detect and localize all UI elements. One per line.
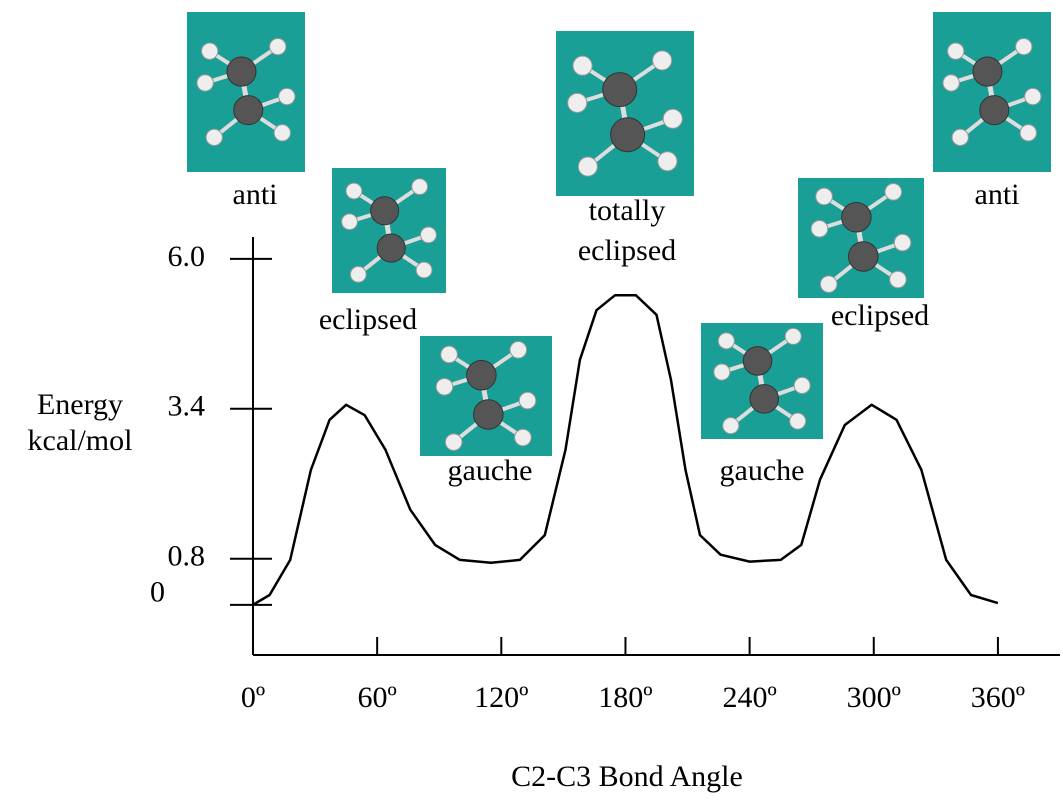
carbon-atom: [848, 241, 879, 272]
hydrogen-atom: [884, 183, 903, 201]
hydrogen-atom: [819, 275, 838, 293]
carbon-atom: [979, 95, 1010, 126]
hydrogen-atom: [793, 376, 811, 394]
annotation: eclipsed: [578, 234, 676, 267]
x-tick-label: 0º: [241, 681, 265, 714]
hydrogen-atom: [1019, 124, 1037, 142]
carbon-atom: [972, 56, 1003, 87]
y-tick-label: 0.8: [168, 540, 206, 573]
annotation: anti: [233, 178, 278, 211]
carbon-atom: [370, 196, 400, 226]
hydrogen-atom: [349, 265, 367, 283]
x-tick-label: 60º: [357, 681, 396, 714]
hydrogen-atom: [278, 87, 296, 106]
hydrogen-atom: [273, 124, 291, 142]
y-axis-label: Energy: [37, 388, 123, 421]
carbon-atom: [473, 399, 504, 430]
hydrogen-atom: [341, 213, 358, 231]
hydrogen-atom: [444, 433, 463, 451]
hydrogen-atom: [1015, 37, 1033, 56]
annotation: gauche: [720, 454, 805, 487]
hydrogen-atom: [435, 377, 454, 396]
hydrogen-atom: [567, 92, 588, 113]
hydrogen-atom: [947, 42, 965, 60]
carbon-atom: [610, 117, 646, 153]
y-tick-label: 0: [150, 576, 165, 609]
hydrogen-atom: [518, 391, 537, 410]
hydrogen-atom: [942, 74, 960, 92]
carbon-atom: [233, 95, 264, 126]
hydrogen-atom: [1024, 87, 1042, 106]
x-tick-label: 180º: [598, 681, 652, 714]
hydrogen-atom: [509, 341, 528, 359]
annotation: anti: [975, 178, 1020, 211]
carbon-atom: [466, 359, 497, 391]
hydrogen-atom: [815, 187, 833, 206]
x-tick-label: 360º: [971, 681, 1025, 714]
molecule-image: [701, 323, 823, 439]
hydrogen-atom: [269, 37, 287, 56]
molecule-image: [187, 12, 305, 172]
hydrogen-atom: [514, 428, 532, 447]
hydrogen-atom: [784, 327, 802, 345]
hydrogen-atom: [810, 219, 829, 238]
y-tick-label: 3.4: [168, 390, 206, 423]
hydrogen-atom: [205, 128, 223, 147]
hydrogen-atom: [420, 226, 437, 244]
hydrogen-atom: [577, 156, 598, 177]
hydrogen-atom: [722, 417, 740, 435]
hydrogen-atom: [652, 50, 673, 71]
carbon-atom: [749, 384, 780, 414]
hydrogen-atom: [713, 363, 731, 381]
hydrogen-atom: [789, 412, 807, 430]
x-axis-label: C2-C3 Bond Angle: [511, 760, 743, 793]
x-tick-label: 120º: [474, 681, 528, 714]
x-tick-label: 300º: [847, 681, 901, 714]
energy-curve: [252, 293, 999, 606]
carbon-atom: [226, 56, 257, 87]
hydrogen-atom: [196, 74, 214, 92]
hydrogen-atom: [415, 261, 433, 279]
carbon-atom: [742, 346, 773, 376]
hydrogen-atom: [657, 151, 678, 172]
hydrogen-atom: [411, 178, 429, 196]
hydrogen-atom: [201, 42, 219, 60]
annotation: totally: [589, 194, 666, 227]
molecule-image: [933, 12, 1051, 172]
hydrogen-atom: [889, 270, 907, 289]
hydrogen-atom: [572, 55, 593, 76]
annotation: eclipsed: [831, 299, 929, 332]
hydrogen-atom: [440, 345, 458, 364]
y-tick-label: 6.0: [168, 240, 206, 273]
hydrogen-atom: [893, 233, 912, 252]
annotation: gauche: [448, 454, 533, 487]
carbon-atom: [841, 201, 872, 233]
molecule-image: [332, 168, 446, 293]
molecule-image: [798, 178, 924, 298]
molecule-image: [420, 336, 552, 456]
molecule-image: [556, 31, 694, 196]
hydrogen-atom: [345, 182, 363, 200]
hydrogen-atom: [662, 108, 683, 129]
hydrogen-atom: [717, 332, 735, 350]
annotation: eclipsed: [319, 303, 417, 336]
x-tick-label: 240º: [722, 681, 776, 714]
carbon-atom: [602, 72, 638, 108]
hydrogen-atom: [951, 128, 969, 147]
carbon-atom: [376, 233, 406, 263]
y-axis-label: kcal/mol: [28, 424, 133, 457]
